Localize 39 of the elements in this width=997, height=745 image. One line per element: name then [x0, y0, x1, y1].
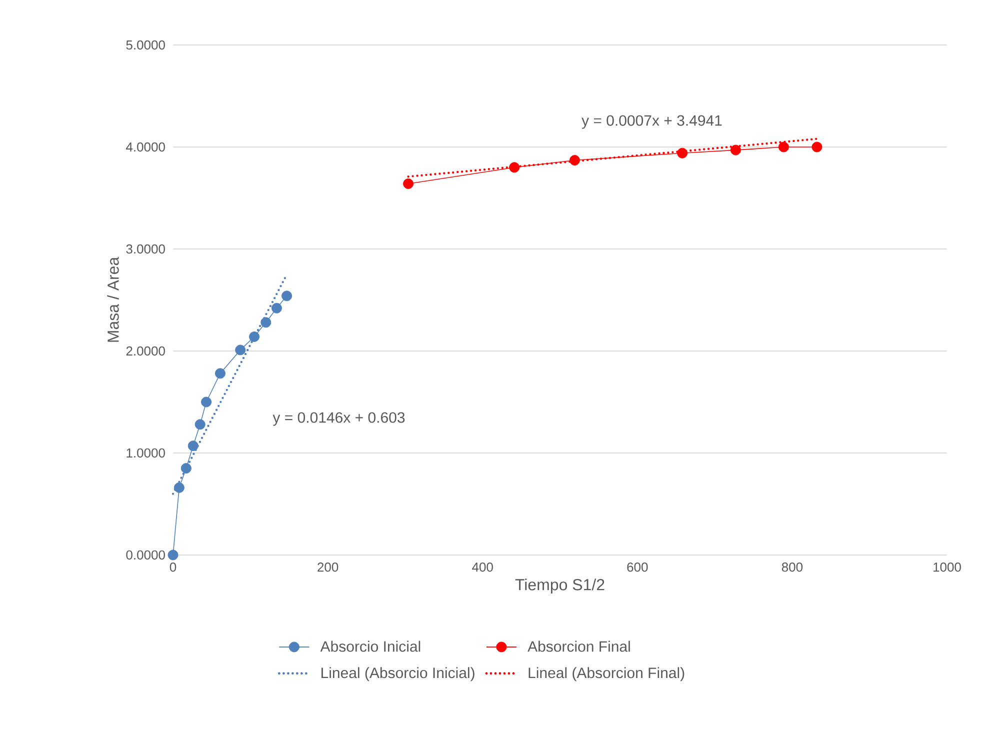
- point: [677, 148, 688, 158]
- x-tick-label: 600: [627, 562, 648, 572]
- point: [282, 290, 292, 302]
- point: [569, 155, 580, 166]
- y-axis-title: Masa / Area: [107, 256, 119, 342]
- legend-label: Absorcion Final: [528, 640, 630, 652]
- x-tick-label: 0: [170, 562, 176, 572]
- legend-label: Lineal (Absorcio Inicial): [322, 667, 474, 682]
- x-tick-label: 1000: [934, 562, 961, 572]
- point: [403, 178, 414, 189]
- point: [201, 396, 212, 408]
- annotation: y = 0.0007x + 3.4941: [582, 115, 722, 129]
- point: [168, 550, 178, 560]
- point: [730, 144, 741, 156]
- point: [249, 331, 260, 342]
- point: [260, 317, 272, 328]
- point: [188, 440, 198, 452]
- point: [174, 482, 184, 493]
- x-tick-label: 400: [472, 562, 493, 572]
- point: [194, 419, 206, 430]
- y-tick-label: 0.0000: [126, 550, 165, 560]
- y-tick-label: 1.0000: [126, 448, 165, 458]
- legend-label: Lineal (Absorcion Final): [528, 667, 684, 682]
- point: [778, 142, 789, 152]
- y-tick-label: 5.0000: [126, 40, 165, 50]
- x-tick-label: 800: [782, 562, 803, 572]
- legend-label: Absorcio Inicial: [320, 640, 420, 652]
- annotation: y = 0.0146x + 0.603: [272, 412, 405, 426]
- point: [271, 302, 282, 314]
- y-tick-label: 2.0000: [126, 346, 165, 356]
- x-tick-label: 200: [318, 562, 338, 572]
- point: [235, 344, 246, 356]
- y-tick-label: 4.0000: [126, 142, 165, 152]
- x-axis-title: Tiempo S1/2: [515, 578, 604, 594]
- y-tick-label: 3.0000: [126, 244, 165, 254]
- point: [180, 463, 192, 474]
- point: [509, 162, 520, 173]
- point: [214, 368, 226, 379]
- point: [812, 142, 822, 152]
